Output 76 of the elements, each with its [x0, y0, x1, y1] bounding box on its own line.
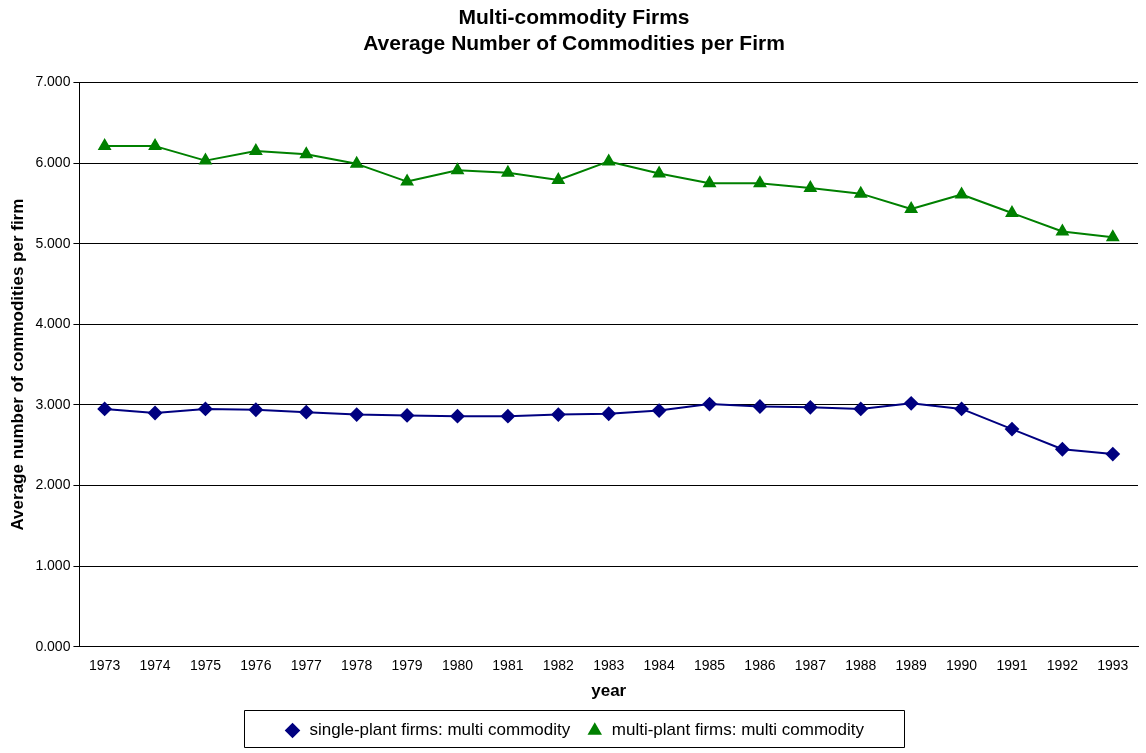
point	[752, 399, 767, 414]
point	[299, 405, 314, 420]
point	[652, 403, 667, 418]
point	[198, 401, 213, 416]
point	[551, 407, 566, 422]
x-tick-label: 1987	[794, 657, 827, 674]
point	[97, 401, 112, 416]
point	[300, 147, 313, 159]
point	[400, 408, 415, 423]
x-tick-label: 1974	[139, 657, 171, 674]
x-tick-label: 1982	[542, 657, 575, 674]
point	[602, 154, 615, 166]
y-tick-label: 2.000	[35, 476, 71, 493]
x-tick-label: 1993	[1097, 657, 1129, 674]
point	[955, 187, 968, 199]
point	[703, 176, 716, 188]
point	[199, 153, 212, 165]
x-tick-label: 1979	[391, 657, 423, 674]
point	[954, 401, 969, 416]
point	[450, 409, 465, 424]
point	[1005, 206, 1019, 218]
point	[652, 166, 666, 178]
point	[601, 406, 616, 421]
point	[1004, 422, 1019, 437]
x-tick-label: 1977	[290, 657, 323, 674]
point	[400, 174, 414, 186]
x-tick-label: 1988	[845, 657, 877, 674]
x-tick-label: 1986	[744, 657, 776, 674]
x-axis-title: year	[591, 681, 627, 701]
point	[500, 409, 515, 424]
point	[350, 156, 363, 168]
x-tick-label: 1975	[189, 657, 222, 674]
x-tick-label: 1985	[693, 657, 726, 674]
x-tick-label: 1978	[341, 657, 373, 674]
point	[1056, 224, 1069, 236]
point	[148, 405, 163, 420]
x-tick-label: 1981	[492, 657, 524, 674]
point	[803, 400, 818, 415]
y-tick-label: 0.000	[35, 637, 71, 654]
point	[552, 172, 565, 184]
point	[1106, 230, 1119, 242]
point	[248, 402, 263, 417]
point	[854, 186, 867, 198]
y-axis-title: Average number of commodities per firm	[7, 198, 27, 531]
x-tick-label: 1983	[593, 657, 625, 674]
x-tick-label: 1984	[643, 657, 675, 674]
x-tick-label: 1991	[996, 657, 1028, 674]
point	[702, 397, 717, 412]
point	[904, 201, 918, 213]
point	[853, 401, 868, 416]
x-tick-label: 1980	[441, 657, 474, 674]
x-tick-label: 1989	[895, 657, 927, 674]
point	[98, 139, 111, 151]
y-tick-label: 1.000	[35, 557, 71, 574]
chart-title: Multi-commodity Firms Average Number of Commodities per Firm	[363, 5, 785, 54]
legend-label: multi-plant firms: multi commodity	[611, 720, 865, 740]
legend-label: single-plant firms: multi commodity	[309, 720, 571, 740]
point	[148, 139, 162, 151]
point	[804, 181, 817, 193]
x-tick-label: 1973	[89, 657, 121, 674]
x-tick-label: 1990	[945, 657, 978, 674]
x-tick-label: 1992	[1046, 657, 1079, 674]
y-tick-label: 4.000	[35, 315, 71, 332]
y-tick-label: 6.000	[35, 153, 71, 170]
point	[501, 165, 515, 177]
y-tick-label: 5.000	[35, 234, 71, 251]
point	[249, 143, 263, 155]
point	[904, 396, 919, 411]
y-tick-label: 7.000	[35, 73, 71, 90]
point	[1055, 442, 1070, 457]
x-tick-label: 1976	[240, 657, 272, 674]
point	[451, 163, 464, 175]
point	[1105, 447, 1120, 462]
y-tick-label: 3.000	[35, 395, 71, 412]
point	[349, 407, 364, 422]
point	[753, 176, 767, 188]
